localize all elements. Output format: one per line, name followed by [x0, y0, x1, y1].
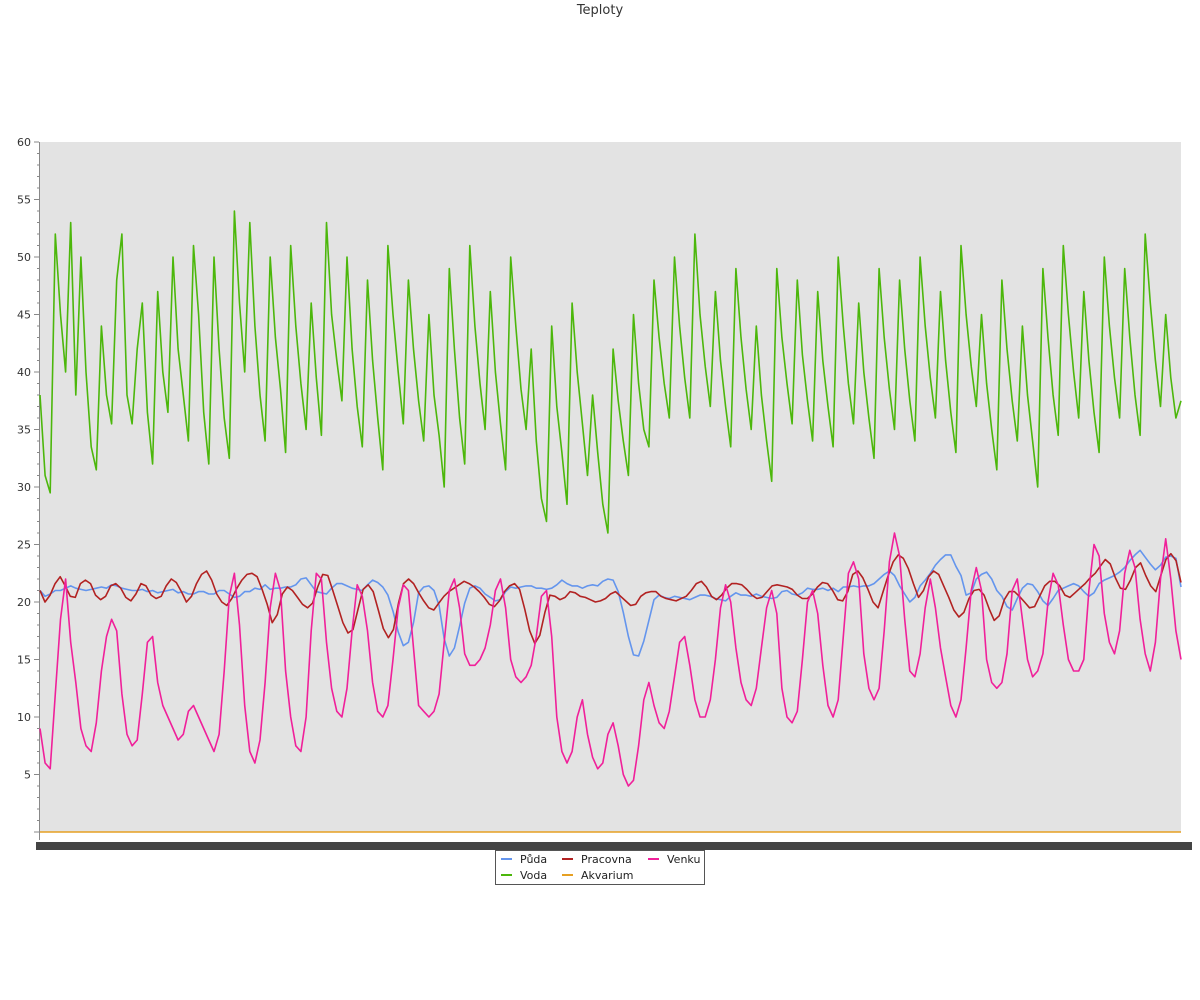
x-axis-bar: [36, 842, 1192, 850]
legend-item: Pracovna: [562, 853, 632, 867]
series-line-pracovna: [39, 552, 1182, 645]
legend: Půda Pracovna Venku Voda Akvarium: [495, 850, 705, 885]
legend-item: Akvarium: [562, 869, 633, 883]
y-tick-label: 30: [17, 481, 31, 494]
legend-swatch: [501, 874, 512, 876]
y-tick-label: 35: [17, 424, 31, 437]
y-tick-label: 55: [17, 194, 31, 207]
y-tick-label: 40: [17, 366, 31, 379]
series-group: [39, 210, 1182, 833]
legend-swatch: [562, 858, 573, 860]
legend-item: Voda: [501, 869, 547, 883]
legend-label: Voda: [520, 869, 548, 882]
series-line-venku: [39, 532, 1182, 787]
y-tick-label: 10: [17, 711, 31, 724]
legend-item: Venku: [648, 853, 700, 867]
y-tick-label: 50: [17, 251, 31, 264]
y-tick-label: 15: [17, 654, 31, 667]
legend-swatch: [501, 858, 512, 860]
y-tick-label: 25: [17, 539, 31, 552]
legend-label: Venku: [667, 853, 701, 866]
y-tick-label: 5: [24, 769, 31, 782]
legend-swatch: [562, 874, 573, 876]
legend-label: Půda: [520, 853, 548, 866]
y-tick-label: 60: [17, 136, 31, 149]
legend-label: Akvarium: [581, 869, 634, 882]
series-line-voda: [39, 210, 1182, 534]
y-axis: 5 10 15 20 25 30 35 40 45 50 55 60: [17, 136, 40, 840]
y-tick-label: 20: [17, 596, 31, 609]
y-tick-label: 45: [17, 309, 31, 322]
plot-area: [40, 142, 1181, 832]
legend-item: Půda: [501, 853, 547, 867]
chart-title: Teploty: [576, 3, 624, 18]
legend-label: Pracovna: [581, 853, 632, 866]
legend-swatch: [648, 858, 659, 860]
